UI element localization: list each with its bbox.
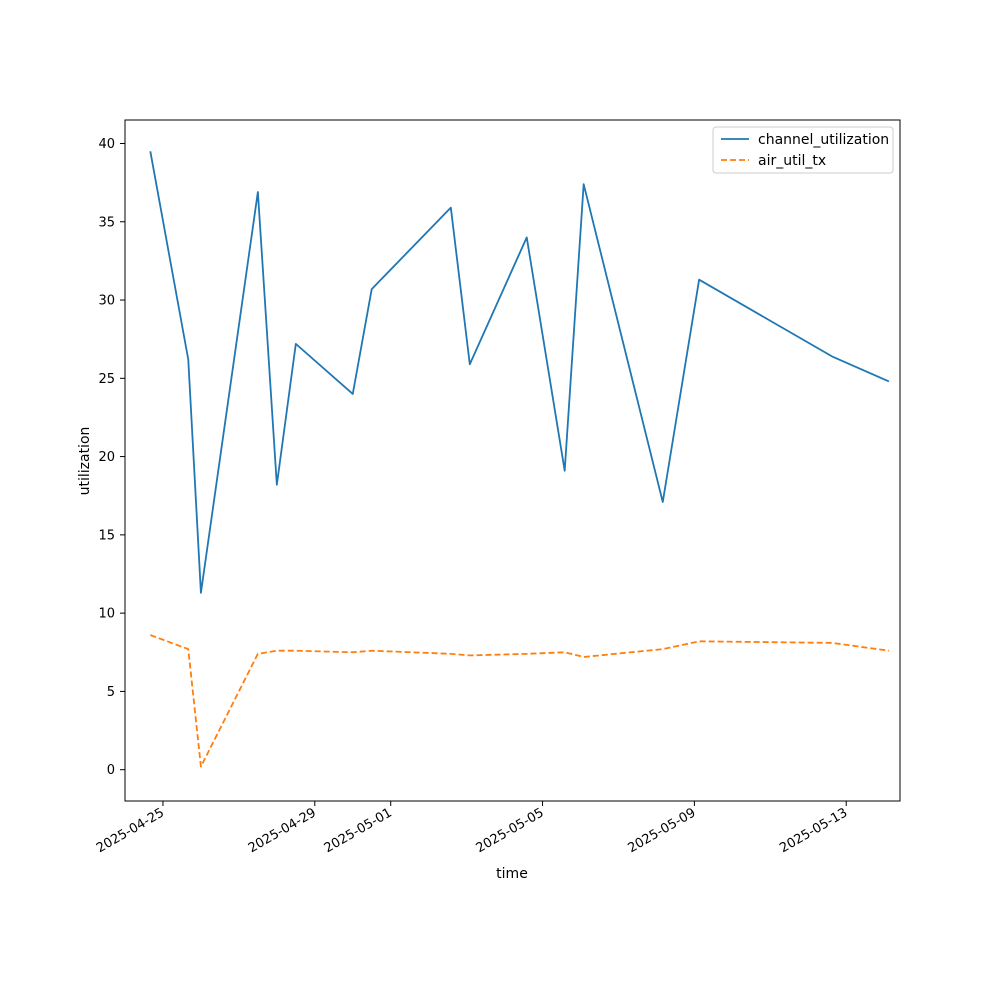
y-tick-label: 40 bbox=[98, 137, 115, 152]
series-layer bbox=[149, 151, 890, 768]
x-axis-label: time bbox=[496, 866, 528, 882]
y-tick-label: 5 bbox=[107, 685, 115, 700]
y-tick-label: 15 bbox=[98, 528, 115, 543]
legend-box bbox=[712, 126, 894, 174]
plot-frame bbox=[124, 119, 901, 802]
y-tick-label: 10 bbox=[98, 607, 115, 622]
y-tick-label: 0 bbox=[107, 763, 115, 778]
legend-label-0: channel_utilization bbox=[758, 132, 889, 148]
y-tick-label: 25 bbox=[98, 372, 115, 387]
legend-label-1: air_util_tx bbox=[758, 153, 826, 169]
y-tick-label: 20 bbox=[98, 450, 115, 465]
plot-area bbox=[124, 119, 901, 802]
series-line-1 bbox=[149, 634, 890, 768]
legend: channel_utilization air_util_tx bbox=[712, 126, 894, 174]
y-axis-label: utilization bbox=[77, 427, 93, 496]
y-tick-label: 35 bbox=[98, 215, 115, 230]
y-axis: 0 5 10 15 20 25 30 35 40 bbox=[98, 137, 125, 778]
series-line-0 bbox=[149, 151, 890, 594]
y-tick-label: 30 bbox=[98, 294, 115, 309]
